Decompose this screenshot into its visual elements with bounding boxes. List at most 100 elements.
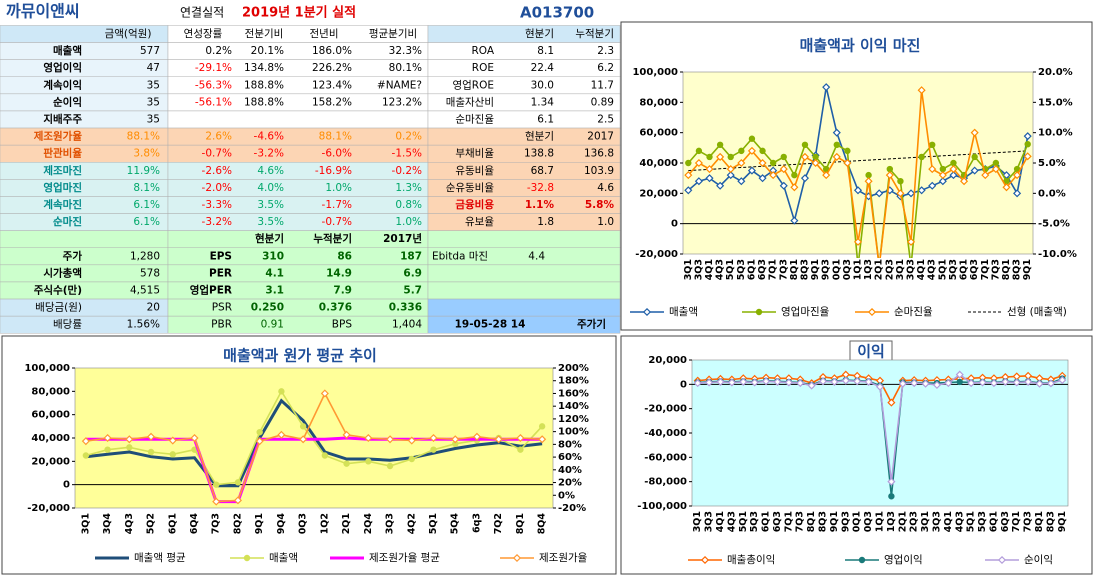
- cell: 1.56%: [127, 319, 160, 331]
- cell: 22.4: [531, 62, 555, 74]
- cell: 2017: [587, 131, 614, 143]
- legend-label: 매출총이익: [727, 554, 775, 566]
- cell: 현분기: [525, 131, 554, 143]
- x-tick-label: 5Q4: [450, 513, 461, 535]
- point: [949, 171, 958, 180]
- point: [944, 379, 953, 388]
- cell: 11.9%: [127, 165, 160, 177]
- series-line: [85, 389, 543, 486]
- cell: 6.1: [537, 114, 554, 126]
- x-tick-label: 7Q1: [980, 259, 991, 280]
- series-layer: [81, 388, 547, 506]
- y-tick-label: -40,000: [644, 428, 687, 439]
- x-tick-label: 7Q1: [768, 259, 779, 280]
- y-tick-label: 40,000: [31, 433, 70, 444]
- point: [853, 237, 863, 246]
- cell: 배당금(원): [35, 302, 82, 314]
- point: [693, 379, 702, 388]
- cell: 6.9: [403, 267, 422, 279]
- x-tick-label: 7Q3: [1023, 511, 1034, 532]
- legend-label: 영업이익: [884, 553, 923, 566]
- point: [955, 370, 964, 379]
- cell: 88.1%: [319, 131, 352, 143]
- point: [992, 159, 1000, 167]
- x-tick-label: 9Q4: [276, 513, 287, 535]
- x-tick-label: 7Q3: [211, 513, 222, 534]
- point: [1012, 378, 1021, 387]
- point: [516, 433, 525, 443]
- cell: 6.2: [597, 62, 614, 74]
- point: [918, 153, 925, 161]
- cell: 3.5%: [257, 216, 284, 228]
- y-tick-label: -80,000: [644, 477, 687, 488]
- cell: 매출액: [53, 44, 82, 57]
- cell: 4.6%: [257, 165, 284, 177]
- point: [811, 158, 820, 168]
- point: [970, 166, 979, 175]
- cell: 19-05-28 14: [455, 319, 526, 331]
- cell: 현분기: [525, 28, 554, 40]
- point: [737, 177, 746, 186]
- y-tick-label: 80,000: [31, 386, 70, 397]
- row-bg: [427, 213, 621, 231]
- point: [684, 171, 693, 180]
- x-tick-label: 5Q1: [428, 513, 439, 534]
- point: [385, 435, 395, 444]
- legend-label: 선형 (매출액): [1007, 306, 1067, 318]
- y2-tick-label: 15.0%: [1038, 97, 1073, 108]
- point: [1013, 189, 1022, 198]
- cell: #NAME?: [377, 79, 422, 91]
- point: [970, 128, 979, 137]
- cell: PSR: [212, 302, 232, 314]
- x-tick-label: 1Q1: [875, 511, 886, 532]
- cell: 영업마진: [43, 181, 82, 194]
- series-line: [85, 398, 543, 488]
- y-tick-label: 20,000: [639, 188, 678, 199]
- row-bg: [167, 315, 429, 334]
- cell: 1.0%: [325, 182, 352, 194]
- point: [747, 146, 756, 155]
- x-tick-label: 9Q1: [1057, 511, 1068, 532]
- point: [747, 166, 756, 175]
- row-bg: [427, 264, 621, 283]
- point: [748, 135, 756, 142]
- x-tick-label: 4Q3: [715, 259, 726, 280]
- cell: 배당률: [53, 319, 82, 331]
- x-tick-label: 8Q1: [515, 513, 526, 534]
- cell: 현분기: [255, 232, 284, 245]
- cell: 계속마진: [43, 198, 82, 211]
- point: [886, 165, 894, 173]
- x-tick-label: 8Q3: [818, 511, 829, 532]
- y2-tick-label: -10.0%: [1038, 249, 1077, 260]
- point: [928, 165, 937, 174]
- point: [694, 158, 703, 168]
- point: [822, 83, 831, 92]
- point: [299, 423, 307, 430]
- point: [921, 379, 930, 388]
- point: [779, 181, 788, 190]
- x-tick-label: 3Q3: [693, 259, 704, 280]
- x-tick-label: 8Q3: [1045, 511, 1056, 532]
- point: [716, 181, 725, 190]
- x-tick-label: 8Q1: [1034, 511, 1045, 532]
- cell: 1.8: [537, 216, 554, 228]
- cell: 5.7: [403, 285, 422, 297]
- cell: 부채비율: [455, 148, 494, 160]
- point: [875, 189, 884, 198]
- cell: 30.0: [531, 79, 554, 91]
- cell: 1.34: [531, 96, 555, 108]
- point: [277, 430, 286, 439]
- y-tick-label: 60,000: [31, 410, 70, 421]
- cell: PER: [209, 267, 232, 279]
- point: [758, 174, 767, 183]
- point: [843, 158, 852, 168]
- point: [960, 177, 969, 186]
- point: [896, 189, 905, 198]
- x-tick-label: 3Q3: [931, 511, 942, 532]
- x-tick-label: 8Q4: [537, 513, 548, 535]
- cell: 8.1%: [133, 182, 160, 194]
- cell: BPS: [332, 319, 353, 331]
- x-tick-label: 9Q1: [829, 511, 840, 532]
- series-layer: [693, 370, 1067, 500]
